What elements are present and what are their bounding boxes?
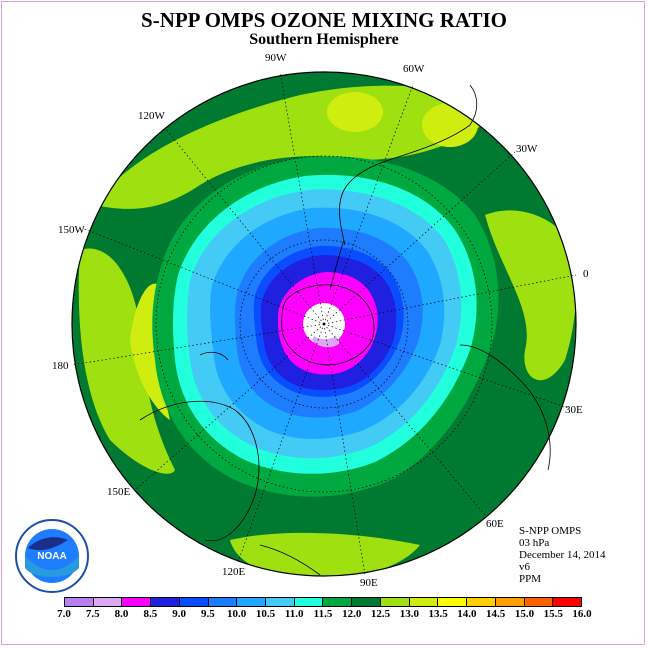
new-zealand-coast — [199, 351, 229, 361]
lon-label-0: 0 — [583, 268, 589, 280]
south-america-coast — [339, 84, 478, 246]
lon-label-60e: 60E — [486, 518, 504, 530]
antarctica-coast — [281, 284, 375, 366]
color-bar-tick-label: 7.5 — [85, 608, 100, 620]
noaa-logo-text: NOAA — [37, 551, 66, 562]
color-bar-tick-label: 16.0 — [572, 608, 592, 620]
info-date: December 14, 2014 — [519, 549, 606, 561]
color-bar-cell — [467, 598, 496, 606]
noaa-logo: NOAA — [15, 519, 89, 593]
meridians — [71, 71, 577, 576]
color-bar-cell — [352, 598, 381, 606]
color-bar-tick-label: 14.5 — [486, 608, 506, 620]
color-bar-tick-label: 14.0 — [457, 608, 477, 620]
info-units: PPM — [519, 573, 542, 585]
color-bar-tick-label: 10.5 — [255, 608, 276, 620]
color-bar-cell — [93, 598, 123, 606]
color-bar-cell — [409, 598, 439, 606]
antarctic-peninsula — [329, 239, 345, 291]
lime-patch-west — [78, 248, 175, 474]
color-bar-tick-label: 8.5 — [143, 608, 158, 620]
color-bar-tick-label: 15.5 — [543, 608, 563, 620]
lime-patch-north — [95, 85, 500, 209]
lon-label-60w: 60W — [403, 63, 425, 75]
color-bar-cell — [65, 598, 94, 606]
lon-label-30w: 30W — [516, 143, 538, 155]
color-bar-tick-label: 13.5 — [428, 608, 448, 620]
info-block: S-NPP OMPS 03 hPa December 14, 2014 v6 P… — [519, 525, 605, 585]
lon-label-90w: 90W — [265, 52, 287, 64]
info-level: 03 hPa — [519, 537, 550, 549]
color-bar-cell — [495, 598, 525, 606]
pole-fringe — [312, 336, 340, 348]
color-bar-cell — [380, 598, 410, 606]
map-title: S-NPP OMPS OZONE MIXING RATIO — [141, 8, 507, 32]
lon-label-120e: 120E — [222, 566, 246, 578]
color-bar-tick-label: 11.5 — [313, 608, 333, 620]
color-bar-tick-label: 12.0 — [342, 608, 362, 620]
parallels — [155, 155, 493, 493]
australia-coast — [139, 400, 260, 542]
color-bar-cell — [151, 598, 180, 606]
color-bar-cell — [237, 598, 267, 606]
color-bar-tick-label: 9.0 — [172, 608, 186, 620]
color-bar-cell — [266, 598, 295, 606]
color-bar-tick-label: 12.5 — [370, 608, 391, 620]
info-version: v6 — [519, 561, 530, 573]
lon-label-180: 180 — [52, 360, 69, 372]
lon-label-150e: 150E — [107, 486, 131, 498]
color-bar-tick-label: 13.0 — [399, 608, 419, 620]
map-boundary — [71, 71, 577, 577]
lime-patch-south — [230, 532, 420, 576]
lon-label-150w: 150W — [58, 224, 85, 236]
africa-coast — [459, 344, 551, 471]
color-bar-tick-label: 7.0 — [57, 608, 71, 620]
lon-label-30e: 30E — [565, 404, 583, 416]
color-bar-tick-label: 10.0 — [227, 608, 247, 620]
color-bar-cell — [553, 598, 581, 606]
color-bar-tick-label: 9.5 — [201, 608, 215, 620]
coastlines — [139, 84, 551, 576]
color-bar-cell — [179, 598, 209, 606]
info-instrument: S-NPP OMPS — [519, 525, 582, 537]
color-bar-tick-label: 8.0 — [114, 608, 129, 620]
lon-label-120w: 120W — [138, 110, 165, 122]
color-bar-labels: 7.0 7.5 8.0 8.5 9.0 9.5 10.0 10.5 11.0 11.5 12.0 12… — [0, 608, 648, 622]
color-bar-tick-label: 11.0 — [284, 608, 304, 620]
light-lime-patch-north — [327, 92, 383, 132]
color-bar-cell — [323, 598, 353, 606]
color-bar — [64, 597, 582, 607]
color-bar-cell — [438, 598, 468, 606]
asia-coast — [259, 544, 321, 576]
color-bar-cell — [122, 598, 152, 606]
lime-patch-east — [485, 210, 576, 381]
color-bar-tick-label: 15.0 — [514, 608, 535, 620]
map-subtitle: Southern Hemisphere — [249, 31, 399, 48]
color-bar-cell — [208, 598, 238, 606]
color-bar-cell — [294, 598, 324, 606]
lon-label-90e: 90E — [360, 577, 378, 589]
color-bar-cell — [524, 598, 554, 606]
